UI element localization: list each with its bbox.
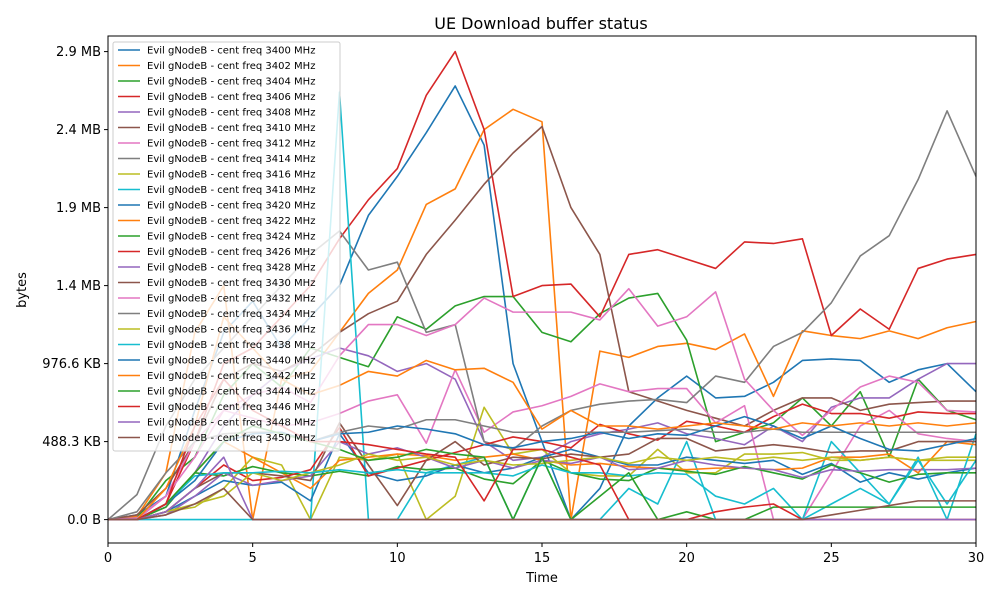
x-tick-label: 5 — [249, 551, 257, 566]
legend-label: Evil gNodeB - cent freq 3416 MHz — [147, 170, 315, 181]
y-tick-label: 488.3 KB — [42, 435, 101, 450]
legend-label: Evil gNodeB - cent freq 3444 MHz — [147, 387, 315, 398]
legend-label: Evil gNodeB - cent freq 3450 MHz — [147, 433, 315, 444]
chart-title: UE Download buffer status — [434, 14, 648, 33]
x-tick-label: 10 — [389, 551, 406, 566]
legend-label: Evil gNodeB - cent freq 3432 MHz — [147, 294, 315, 305]
legend-label: Evil gNodeB - cent freq 3438 MHz — [147, 340, 315, 351]
legend-label: Evil gNodeB - cent freq 3434 MHz — [147, 309, 315, 320]
y-tick-label: 2.4 MB — [56, 123, 101, 138]
legend-label: Evil gNodeB - cent freq 3426 MHz — [147, 247, 315, 258]
y-tick-label: 1.9 MB — [56, 201, 101, 216]
x-tick-label: 15 — [534, 551, 551, 566]
legend-label: Evil gNodeB - cent freq 3404 MHz — [147, 77, 315, 88]
legend-label: Evil gNodeB - cent freq 3406 MHz — [147, 92, 315, 103]
legend-label: Evil gNodeB - cent freq 3402 MHz — [147, 61, 315, 72]
legend-label: Evil gNodeB - cent freq 3400 MHz — [147, 46, 315, 57]
y-axis-title: bytes — [15, 272, 30, 308]
x-tick-label: 20 — [678, 551, 695, 566]
y-tick-label: 1.4 MB — [56, 279, 101, 294]
legend-label: Evil gNodeB - cent freq 3414 MHz — [147, 154, 315, 165]
legend-label: Evil gNodeB - cent freq 3428 MHz — [147, 263, 315, 274]
series-line-15 — [108, 440, 977, 521]
legend: Evil gNodeB - cent freq 3400 MHz Evil gNo… — [112, 41, 341, 452]
y-axis: 0.0 B 488.3 KB 976.6 KB 1.4 MB 1.9 MB 2.4 MB 2… — [42, 45, 108, 528]
legend-label: Evil gNodeB - cent freq 3420 MHz — [147, 201, 315, 212]
x-axis: 0 5 10 15 20 25 30 — [104, 543, 984, 566]
legend-label: Evil gNodeB - cent freq 3410 MHz — [147, 123, 315, 134]
legend-box — [112, 41, 341, 452]
legend-label: Evil gNodeB - cent freq 3422 MHz — [147, 216, 315, 227]
legend-label: Evil gNodeB - cent freq 3412 MHz — [147, 139, 315, 150]
legend-label: Evil gNodeB - cent freq 3424 MHz — [147, 232, 315, 243]
legend-label: Evil gNodeB - cent freq 3446 MHz — [147, 402, 315, 413]
legend-label: Evil gNodeB - cent freq 3418 MHz — [147, 185, 315, 196]
legend-label: Evil gNodeB - cent freq 3448 MHz — [147, 418, 315, 429]
x-axis-title: Time — [525, 571, 558, 586]
series-line-26 — [108, 487, 976, 521]
legend-label: Evil gNodeB - cent freq 3440 MHz — [147, 356, 315, 367]
x-tick-label: 30 — [968, 551, 985, 566]
y-tick-label: 976.6 KB — [42, 357, 101, 372]
legend-label: Evil gNodeB - cent freq 3430 MHz — [147, 278, 315, 289]
legend-label: Evil gNodeB - cent freq 3436 MHz — [147, 325, 315, 336]
legend-label: Evil gNodeB - cent freq 3408 MHz — [147, 108, 315, 119]
x-tick-label: 25 — [823, 551, 840, 566]
series-line-20 — [108, 459, 977, 521]
x-tick-label: 0 — [104, 551, 112, 566]
legend-label: Evil gNodeB - cent freq 3442 MHz — [147, 371, 315, 382]
y-tick-label: 0.0 B — [67, 513, 101, 528]
y-tick-label: 2.9 MB — [56, 45, 101, 60]
